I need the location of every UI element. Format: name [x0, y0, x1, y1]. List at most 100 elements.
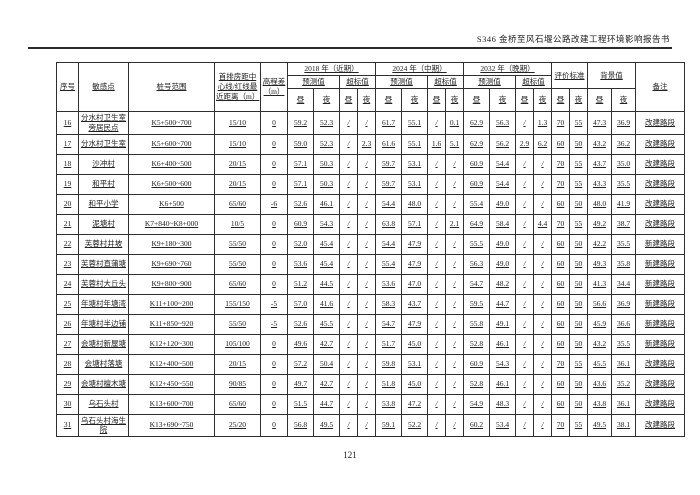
- cell-2018-pred-night: 50.3: [313, 153, 340, 175]
- cell-2018-pred-night: 46.1: [313, 193, 340, 215]
- cell-2018-pred-day: 60.9: [287, 213, 314, 235]
- cell-2018-pred-day: 52.6: [287, 193, 314, 215]
- cell-standard-night: 50: [569, 373, 588, 395]
- header-night-cell: 夜: [533, 88, 552, 112]
- cell-background-day: 47.3: [587, 111, 612, 135]
- cell-distance: 15/10: [214, 111, 261, 135]
- cell-2024-pred-night: 45.0: [401, 333, 428, 355]
- cell-2018-pred-night: 52.3: [313, 133, 340, 155]
- cell-sensitive-point: 和平村: [78, 173, 129, 195]
- cell-2032-exceed-day: /: [515, 393, 534, 415]
- cell-2024-exceed-night: /: [445, 333, 464, 355]
- cell-background-night: 35.5: [611, 333, 636, 355]
- header-day-cell: 昼: [463, 88, 490, 112]
- cell-stake-range: K11+100~200: [128, 293, 215, 315]
- cell-2018-exceed-night: /: [357, 193, 376, 215]
- cell-elevation-diff: 0: [260, 153, 288, 175]
- cell-seq: 16: [56, 111, 79, 135]
- cell-background-night: 36.9: [611, 111, 636, 135]
- cell-background-night: 36.1: [611, 353, 636, 375]
- header-night-cell: 夜: [611, 88, 636, 112]
- header-year-2024: 2024 年（中期）: [375, 62, 464, 76]
- cell-2018-pred-day: 49.7: [287, 373, 314, 395]
- cell-distance: 20/15: [214, 353, 261, 375]
- cell-2024-exceed-night: /: [445, 233, 464, 255]
- header-day-cell: 昼: [587, 88, 612, 112]
- cell-2018-pred-night: 49.5: [313, 413, 340, 437]
- cell-sensitive-point: 会塘村落塘: [78, 353, 129, 375]
- cell-2024-pred-night: 47.0: [401, 273, 428, 295]
- cell-2018-exceed-night: /: [357, 413, 376, 437]
- cell-2032-exceed-night: /: [533, 333, 552, 355]
- cell-2018-exceed-day: /: [339, 193, 358, 215]
- header-exceed-2032: 超标值: [515, 75, 552, 89]
- cell-2018-exceed-day: /: [339, 393, 358, 415]
- cell-2018-pred-day: 53.6: [287, 253, 314, 275]
- cell-2018-exceed-day: /: [339, 413, 358, 437]
- cell-2024-exceed-day: /: [427, 413, 446, 437]
- table-row: 28 会塘村落塘 K12+400~500 20/15 0 57.2 50.4//59.8 53…: [56, 353, 685, 375]
- cell-2018-pred-day: 59.2: [287, 111, 314, 135]
- cell-2018-pred-night: 42.7: [313, 333, 340, 355]
- cell-remark: 改建路段: [635, 413, 685, 437]
- cell-2018-exceed-day: /: [339, 373, 358, 395]
- table-row: 19 和平村 K6+500~600 20/15 0 57.1 50.3//59.7 53.1/…: [56, 173, 685, 195]
- cell-standard-night: 55: [569, 173, 588, 195]
- cell-2018-pred-day: 57.1: [287, 173, 314, 195]
- cell-remark: 新建路段: [635, 273, 685, 295]
- cell-2018-pred-day: 49.6: [287, 333, 314, 355]
- cell-background-night: 34.4: [611, 273, 636, 295]
- cell-2024-exceed-day: /: [427, 111, 446, 135]
- cell-2032-pred-day: 62.9: [463, 133, 490, 155]
- cell-distance: 55/50: [214, 313, 261, 335]
- cell-seq: 25: [56, 293, 79, 315]
- cell-distance: 10/5: [214, 213, 261, 235]
- cell-2032-exceed-day: /: [515, 173, 534, 195]
- cell-background-night: 35.8: [611, 253, 636, 275]
- cell-standard-day: 60: [551, 313, 570, 335]
- cell-background-day: 43.2: [587, 133, 612, 155]
- cell-standard-day: 70: [551, 153, 570, 175]
- cell-2024-pred-night: 55.1: [401, 133, 428, 155]
- cell-2032-pred-night: 49.0: [489, 193, 516, 215]
- cell-2018-pred-day: 52.0: [287, 233, 314, 255]
- cell-elevation-diff: 0: [260, 173, 288, 195]
- cell-seq: 30: [56, 393, 79, 415]
- cell-2024-pred-day: 59.7: [375, 153, 402, 175]
- cell-2032-pred-day: 55.4: [463, 193, 490, 215]
- cell-remark: 改建路段: [635, 213, 685, 235]
- cell-sensitive-point: 会塘村新屋塘: [78, 333, 129, 355]
- cell-2018-pred-night: 50.3: [313, 173, 340, 195]
- cell-2024-exceed-night: /: [445, 193, 464, 215]
- cell-distance: 55/50: [214, 233, 261, 255]
- cell-remark: 改建路段: [635, 111, 685, 135]
- cell-2032-exceed-day: /: [515, 193, 534, 215]
- cell-2024-exceed-day: /: [427, 393, 446, 415]
- cell-2032-exceed-day: /: [515, 111, 534, 135]
- cell-2018-exceed-night: /: [357, 373, 376, 395]
- cell-background-day: 49.2: [587, 213, 612, 235]
- cell-2018-pred-night: 45.4: [313, 253, 340, 275]
- table-row: 26 年塘村半边铺 K11+850~920 55/50 -5 52.6 45.5//54.7…: [56, 313, 685, 335]
- cell-standard-night: 50: [569, 253, 588, 275]
- cell-sensitive-point: 沙冲村: [78, 153, 129, 175]
- cell-2024-pred-night: 47.9: [401, 253, 428, 275]
- cell-background-day: 48.0: [587, 193, 612, 215]
- cell-2032-pred-night: 54.4: [489, 173, 516, 195]
- cell-remark: 改建路段: [635, 393, 685, 415]
- cell-2032-exceed-day: /: [515, 273, 534, 295]
- cell-elevation-diff: 0: [260, 133, 288, 155]
- cell-2018-pred-night: 54.3: [313, 213, 340, 235]
- cell-2018-exceed-night: /: [357, 173, 376, 195]
- header-predicted-2018: 预测值: [287, 75, 340, 89]
- cell-2032-pred-day: 60.9: [463, 153, 490, 175]
- header-exceed-2018: 超标值: [339, 75, 376, 89]
- cell-stake-range: K9+690~760: [128, 253, 215, 275]
- cell-2032-exceed-night: /: [533, 313, 552, 335]
- cell-2032-pred-day: 55.8: [463, 313, 490, 335]
- cell-distance: 55/50: [214, 253, 261, 275]
- cell-stake-range: K6+500~600: [128, 173, 215, 195]
- cell-background-day: 45.5: [587, 353, 612, 375]
- cell-standard-night: 55: [569, 353, 588, 375]
- page-number: 121: [343, 450, 357, 460]
